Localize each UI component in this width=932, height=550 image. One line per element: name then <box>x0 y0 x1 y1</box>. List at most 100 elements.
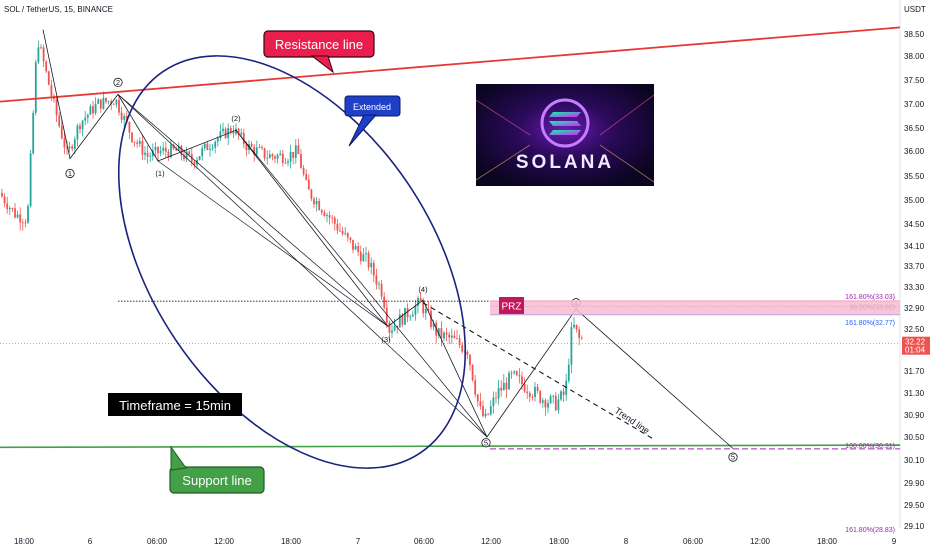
candle-body <box>336 223 339 231</box>
candle-body <box>274 156 276 159</box>
candle-body <box>466 351 469 355</box>
candle-body <box>92 106 94 114</box>
candle-body <box>42 47 45 62</box>
candle-body <box>154 146 157 151</box>
candle-body <box>302 168 305 174</box>
candle-body <box>245 144 248 151</box>
candle-body <box>162 147 165 151</box>
candle-body <box>307 179 310 190</box>
candle-body <box>560 391 562 400</box>
time-tick-label: 18:00 <box>14 537 35 546</box>
candle-body <box>68 146 71 149</box>
candle-body <box>172 144 175 149</box>
candle-body <box>409 316 412 318</box>
candle-body <box>526 391 529 393</box>
candle-body <box>118 99 120 113</box>
candle-body <box>450 335 453 338</box>
candle-body <box>310 189 313 199</box>
candle-body <box>417 298 419 306</box>
candle-body <box>305 173 308 180</box>
candle-body <box>414 305 417 315</box>
candle-body <box>102 97 105 109</box>
price-tick-label: 32.50 <box>904 325 925 334</box>
candle-body <box>185 151 188 160</box>
candle-body <box>518 375 521 377</box>
candle-body <box>255 147 258 155</box>
candle-body <box>557 399 560 411</box>
candle-body <box>554 395 557 411</box>
candle-body <box>523 383 526 392</box>
candle-body <box>89 106 92 115</box>
candle-body <box>50 84 53 97</box>
candle-body <box>367 253 370 268</box>
candle-body <box>492 397 495 407</box>
price-tick-label: 31.30 <box>904 389 925 398</box>
candle-body <box>144 152 146 155</box>
fib-level-label: 161.80%(32.77) <box>845 320 895 327</box>
time-tick-label: 7 <box>356 537 361 546</box>
candle-body <box>352 239 354 250</box>
candle-body <box>170 144 172 158</box>
candle-body <box>300 154 302 169</box>
candle-body <box>222 128 224 132</box>
candle-body <box>549 396 552 404</box>
candle-body <box>313 198 315 205</box>
support-callout-text: Support line <box>182 473 251 488</box>
candle-body <box>570 327 573 365</box>
candle-body <box>474 380 477 395</box>
price-tick-label: 32.90 <box>904 304 925 313</box>
candle-body <box>214 141 217 148</box>
candle-body <box>58 115 61 126</box>
candle-body <box>79 125 81 130</box>
solana-logo-image: SOLANA <box>475 84 655 186</box>
candle-body <box>567 364 570 381</box>
price-axis[interactable]: 38.50 38.00 37.50 37.00 36.50 36.00 35.50 35.00… <box>904 30 925 531</box>
candle-body <box>458 338 461 345</box>
candle-body <box>320 210 323 213</box>
candle-body <box>489 406 492 415</box>
time-tick-label: 12:00 <box>214 537 235 546</box>
candle-body <box>292 152 295 158</box>
candle-body <box>224 128 227 139</box>
candle-body <box>8 208 11 210</box>
candle-body <box>513 371 516 373</box>
candle-body <box>73 139 76 149</box>
candle-body <box>344 233 347 234</box>
candle-body <box>370 262 373 268</box>
candle-body <box>443 332 445 339</box>
candle-body <box>339 230 341 232</box>
candle-body <box>315 201 318 205</box>
channel-line <box>117 94 488 438</box>
candle-body <box>177 145 180 151</box>
wave-label: 5 <box>731 453 735 462</box>
time-axis[interactable]: 18:00 6 06:00 12:00 18:00 7 06:00 12:00 18:00 8 06… <box>14 537 897 546</box>
candle-body <box>495 397 497 399</box>
candle-body <box>487 413 490 415</box>
candle-body <box>146 152 149 157</box>
candle-body <box>289 152 292 162</box>
time-tick-label: 18:00 <box>281 537 302 546</box>
candle-body <box>1 193 3 197</box>
prz-badge-box <box>499 297 524 314</box>
candle-body <box>24 222 27 224</box>
wave-label: (3) <box>381 335 391 344</box>
wave-path <box>42 29 734 449</box>
wave-label-circle <box>728 452 738 462</box>
candle-body <box>128 122 131 133</box>
candle-body <box>47 71 50 85</box>
candle-body <box>378 283 380 285</box>
candle-body <box>3 196 6 204</box>
candle-body <box>237 128 240 135</box>
price-tick-label: 35.00 <box>904 196 925 205</box>
candle-body <box>198 156 201 160</box>
candle-body <box>461 344 464 352</box>
candle-body <box>521 376 523 384</box>
wave-labels-group: 12(1)(2)(3)(4)545 <box>65 77 738 462</box>
candle-body <box>157 146 159 154</box>
candle-body <box>99 99 102 109</box>
candle-body <box>281 153 284 163</box>
candle-body <box>406 308 409 318</box>
price-tick-label: 33.70 <box>904 262 925 271</box>
candle-body <box>112 103 115 105</box>
